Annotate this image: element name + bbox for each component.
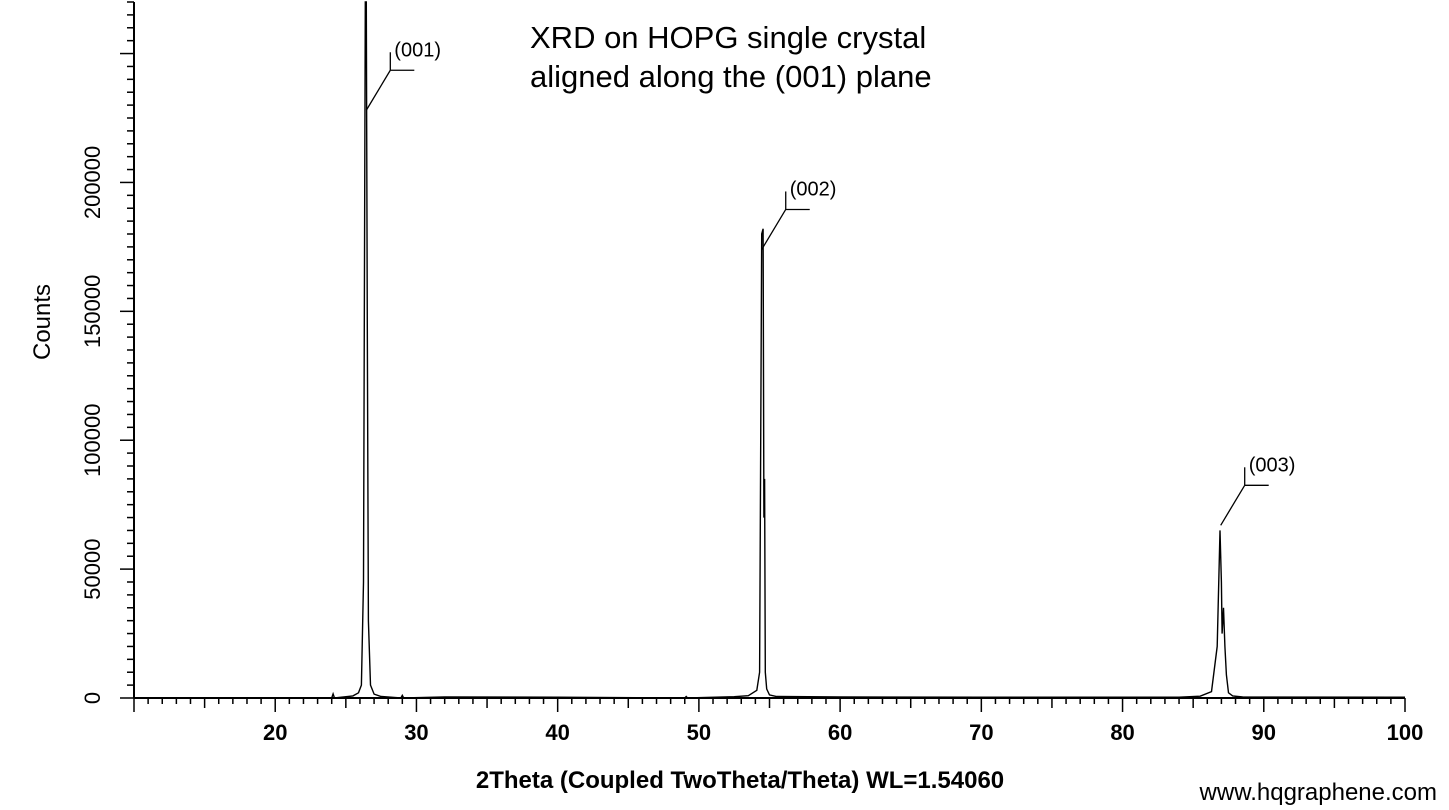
x-tick-label: 80 — [1110, 720, 1134, 745]
y-tick-label: 50000 — [80, 539, 105, 600]
y-tick-label: 0 — [80, 692, 105, 704]
source-watermark: www.hqgraphene.com — [1199, 779, 1437, 806]
annotation-leader — [1220, 484, 1246, 526]
x-tick-label: 90 — [1252, 720, 1276, 745]
x-tick-label: 40 — [545, 720, 569, 745]
series-line — [134, 1, 1406, 699]
x-tick-label: 30 — [404, 720, 428, 745]
x-tick-label: 20 — [263, 720, 287, 745]
y-tick-label: 150000 — [80, 275, 105, 348]
x-axis-label: 2Theta (Coupled TwoTheta/Theta) WL=1.540… — [476, 767, 1004, 794]
y-axis-label: Counts — [29, 284, 56, 360]
y-tick-label: 100000 — [80, 404, 105, 477]
y-tick-label: 200000 — [80, 146, 105, 219]
annotation-label: (002) — [790, 178, 837, 200]
ticks: 20 30 40 50 60 70 80 90 100 0 50000 100000 150000 200… — [80, 1, 1424, 745]
x-tick-label: 50 — [687, 720, 711, 745]
annotation-label: (003) — [1249, 454, 1296, 476]
axes — [133, 2, 1405, 699]
annotation-leader — [761, 209, 787, 250]
x-tick-label: 70 — [969, 720, 993, 745]
annotation-label: (001) — [394, 39, 441, 61]
x-tick-label: 60 — [828, 720, 852, 745]
annotation-leader — [365, 69, 391, 111]
peak-annotations: (001) (002) (003) — [365, 39, 1296, 526]
x-tick-label: 100 — [1387, 720, 1424, 745]
chart-title-line-1: XRD on HOPG single crystal — [530, 20, 926, 55]
chart-title-line-2: aligned along the (001) plane — [530, 59, 932, 94]
